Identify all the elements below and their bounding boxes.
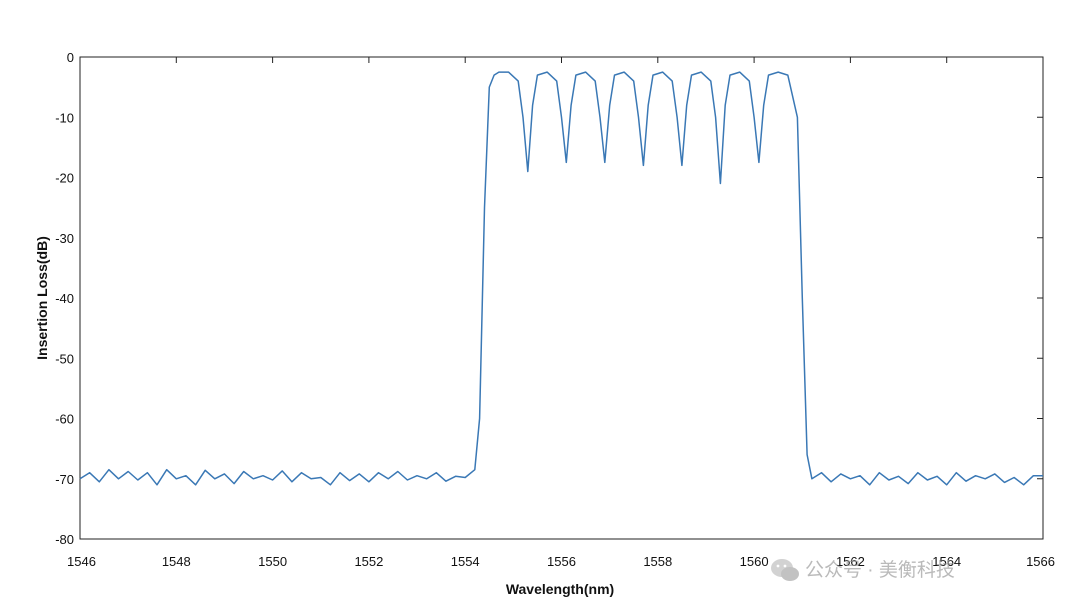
x-tick-label: 1560 <box>740 554 769 569</box>
x-axis-title: Wavelength(nm) <box>506 581 614 597</box>
y-axis: 0 -10 -20 -30 -40 -50 -60 -70 -80 <box>55 50 1043 547</box>
watermark-text: 公众号 · 美衡科技 <box>805 559 955 581</box>
y-axis-title: Insertion Loss(dB) <box>34 236 50 360</box>
y-tick-label: -30 <box>55 231 74 246</box>
x-tick-label: 1548 <box>162 554 191 569</box>
x-tick-label: 1564 <box>932 554 961 569</box>
wechat-icon <box>771 559 799 581</box>
series-line-insertion-loss <box>79 71 1043 486</box>
y-tick-label: -80 <box>55 532 74 547</box>
y-tick-label: -70 <box>55 472 74 487</box>
x-tick-label: 1566 <box>1026 554 1055 569</box>
x-tick-label: 1550 <box>258 554 287 569</box>
x-tick-label: 1562 <box>836 554 865 569</box>
x-tick-label: 1546 <box>67 554 96 569</box>
watermark: 公众号 · 美衡科技 <box>771 559 955 581</box>
x-tick-label: 1552 <box>354 554 383 569</box>
y-tick-label: -60 <box>55 412 74 427</box>
x-tick-label: 1554 <box>451 554 480 569</box>
y-tick-label: -10 <box>55 110 74 125</box>
x-axis: 1546 1548 1550 1552 1554 1556 1558 1560 1562 1564… <box>67 57 1055 569</box>
x-tick-label: 1556 <box>547 554 576 569</box>
x-tick-label: 1558 <box>643 554 672 569</box>
y-tick-label: -20 <box>55 171 74 186</box>
y-tick-label: -50 <box>55 351 74 366</box>
y-tick-label: -40 <box>55 291 74 306</box>
y-tick-label: 0 <box>67 50 74 65</box>
